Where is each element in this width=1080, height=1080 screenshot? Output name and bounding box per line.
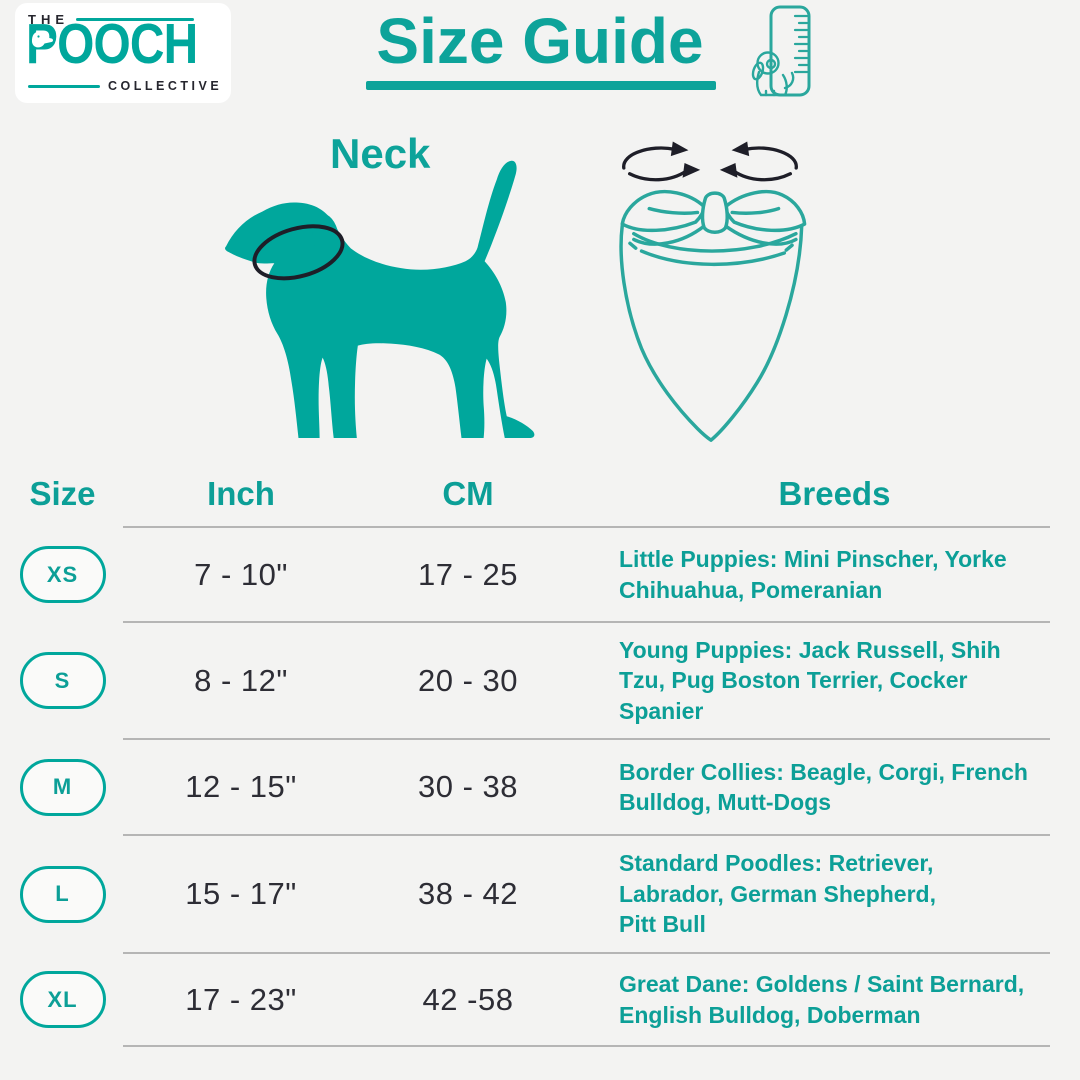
breeds-value: Young Puppies: Jack Russell, Shih Tzu, P…	[619, 636, 1001, 724]
size-table: Size Inch CM Breeds XS 7 - 10" 17 - 25 L…	[0, 460, 1080, 1047]
brand-tagline: COLLECTIVE	[108, 79, 223, 93]
tie-direction-arrows-icon	[622, 141, 798, 182]
cm-value: 20 - 30	[417, 662, 518, 698]
dog-head-in-p-icon	[31, 31, 53, 48]
brand-name: POOCH	[26, 12, 198, 76]
table-row: S 8 - 12" 20 - 30 Young Puppies: Jack Ru…	[0, 622, 1080, 740]
table-row: XS 7 - 10" 17 - 25 Little Puppies: Mini …	[0, 527, 1080, 623]
size-cell: L	[0, 865, 125, 923]
dog-silhouette	[225, 160, 535, 439]
inch-value: 15 - 17"	[185, 876, 297, 911]
size-table-rows: XS 7 - 10" 17 - 25 Little Puppies: Mini …	[0, 527, 1080, 1047]
column-header-size: Size	[29, 474, 96, 512]
size-cell: XS	[0, 546, 125, 603]
bandana-illustration	[619, 189, 807, 442]
breeds-value: Little Puppies: Mini Pinscher, Yorke Chi…	[619, 546, 1007, 603]
breeds-value: Standard Poodles: Retriever, Labrador, G…	[619, 850, 936, 938]
dog-with-ruler-icon	[751, 5, 811, 97]
size-badge: L	[19, 865, 106, 923]
neck-label: Neck	[330, 130, 431, 177]
brand-rule-top	[76, 18, 194, 21]
column-header-breeds: Breeds	[778, 474, 891, 512]
title-underline	[366, 81, 716, 90]
size-badge: S	[19, 652, 106, 709]
cm-value: 42 -58	[422, 981, 514, 1017]
size-badge: XL	[19, 971, 106, 1028]
table-row: L 15 - 17" 38 - 42 Standard Poodles: Ret…	[0, 835, 1080, 954]
size-badge: XS	[19, 546, 106, 603]
brand-logo-card: THE POOCH COLLECTIVE	[15, 3, 231, 103]
table-row: M 12 - 15" 30 - 38 Border Collies: Beagl…	[0, 739, 1080, 836]
cm-value: 30 - 38	[417, 769, 518, 804]
brand-rule-bottom	[28, 84, 100, 88]
cm-value: 38 - 42	[417, 876, 518, 911]
table-row: XL 17 - 23" 42 -58 Great Dane: Goldens /…	[0, 953, 1080, 1047]
brand-the: THE	[28, 12, 69, 27]
brand-top-row: THE	[28, 12, 194, 27]
inch-value: 8 - 12"	[194, 662, 288, 698]
size-badge: M	[19, 758, 106, 816]
inch-value: 7 - 10"	[194, 556, 288, 592]
inch-value: 17 - 23"	[185, 981, 297, 1017]
cm-value: 17 - 25	[417, 556, 518, 592]
column-header-cm: CM	[442, 474, 494, 512]
brand-bottom-row: COLLECTIVE	[28, 79, 222, 93]
size-table-header: Size Inch CM Breeds	[0, 460, 1080, 528]
page-title: Size Guide	[376, 5, 704, 77]
size-cell: M	[0, 758, 125, 816]
neck-measure-loop	[252, 224, 345, 281]
breeds-value: Great Dane: Goldens / Saint Bernard, Eng…	[619, 971, 1025, 1028]
size-cell: XL	[0, 971, 125, 1028]
breeds-value: Border Collies: Beagle, Corgi, French Bu…	[619, 758, 1028, 815]
inch-value: 12 - 15"	[185, 769, 297, 804]
column-header-inch: Inch	[207, 474, 275, 512]
size-cell: S	[0, 652, 125, 709]
